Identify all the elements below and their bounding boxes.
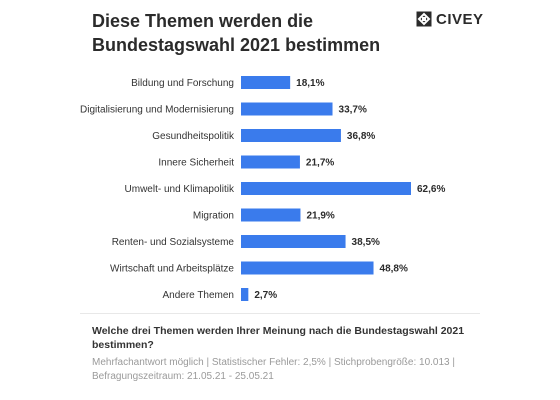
category-label: Gesundheitspolitik <box>152 131 235 142</box>
value-label: 33,7% <box>339 105 367 116</box>
category-label: Wirtschaft und Arbeitsplätze <box>110 264 234 275</box>
civey-logo-icon <box>416 11 432 27</box>
value-label: 21,9% <box>306 211 334 222</box>
chart-title: Diese Themen werden die Bundestagswahl 2… <box>92 11 381 55</box>
bar <box>241 182 411 195</box>
category-label: Renten- und Sozialsysteme <box>112 237 235 248</box>
category-label: Umwelt- und Klimapolitik <box>125 184 235 195</box>
survey-meta: Mehrfachantwort möglich | Statistischer … <box>92 357 455 382</box>
category-label: Andere Themen <box>162 290 234 301</box>
category-label: Digitalisierung und Modernisierung <box>80 105 234 116</box>
bar <box>241 235 346 248</box>
bar <box>241 288 249 301</box>
bar <box>241 208 301 222</box>
divider <box>80 313 480 314</box>
brand-logo: CIVEY <box>416 10 484 28</box>
bar-chart: Bildung und Forschung 18,1% Digitalisierun… <box>80 76 445 301</box>
survey-question: Welche drei Themen werden Ihrer Meinung … <box>92 325 465 351</box>
brand-name: CIVEY <box>436 10 484 28</box>
value-label: 38,5% <box>352 237 380 248</box>
bar <box>241 76 291 89</box>
value-label: 21,7% <box>306 158 334 169</box>
bar <box>241 261 374 275</box>
value-label: 2,7% <box>254 290 277 301</box>
bar <box>241 129 341 142</box>
category-label: Innere Sicherheit <box>158 158 234 169</box>
category-label: Migration <box>193 211 234 222</box>
value-label: 48,8% <box>380 264 408 275</box>
value-label: 36,8% <box>347 131 375 142</box>
bar <box>241 155 300 169</box>
category-label: Bildung und Forschung <box>131 78 234 89</box>
value-label: 62,6% <box>417 184 445 195</box>
value-label: 18,1% <box>296 78 324 89</box>
bar <box>241 102 333 116</box>
chart-card: Diese Themen werden die Bundestagswahl 2… <box>80 0 483 400</box>
